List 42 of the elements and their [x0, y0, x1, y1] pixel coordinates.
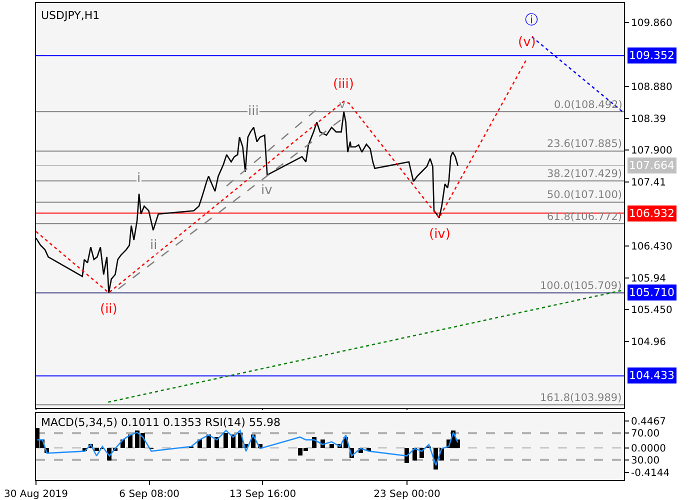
annotation: 100.0(105.709) — [540, 280, 622, 292]
y2-tick-label: 30.00 — [631, 455, 660, 466]
annotation: ii — [150, 238, 158, 253]
text: USDJPY,H1 — [41, 9, 100, 22]
annotation: iii — [248, 104, 259, 119]
annotation: 61.8(106.772) — [547, 211, 622, 223]
annotation: iv — [261, 183, 273, 198]
y-tick-label: -0.4144 — [631, 468, 670, 480]
ref-line-label: 104.433 — [629, 369, 674, 382]
x-tick-label: 13 Sep 16:00 — [229, 489, 296, 500]
annotation: i — [137, 171, 141, 186]
y-tick-label: 0.4467 — [631, 416, 666, 428]
annotation: ⓘ — [525, 13, 538, 28]
annotation: (iv) — [429, 227, 450, 242]
y-tick-label: 105.94 — [631, 273, 666, 284]
chart-title: MACD(5,34,5) 0.1011 0.1353 RSI(14) 55.98 — [41, 416, 280, 429]
y-tick-label: 108.39 — [631, 114, 666, 125]
y-tick-label: 108.880 — [631, 82, 672, 93]
y-tick-label: 107.41 — [631, 178, 666, 189]
annotation: (v) — [518, 35, 536, 50]
y2-tick-label: 70.00 — [631, 428, 660, 440]
y-tick-label: 0.0000 — [631, 443, 666, 454]
annotation: (iii) — [333, 77, 354, 92]
annotation: 38.2(107.429) — [547, 168, 622, 180]
y-tick-label: 107.900 — [631, 146, 672, 157]
x-tick-label: 6 Sep 08:00 — [119, 489, 180, 500]
ref-line-label: 105.710 — [629, 286, 674, 299]
ref-line-label: 107.664 — [629, 159, 674, 172]
ref-line-label: 106.932 — [629, 207, 674, 220]
y-tick-label: 106.430 — [631, 241, 672, 252]
annotation: 50.0(107.100) — [547, 189, 622, 201]
annotation: (ii) — [100, 302, 118, 317]
annotation: v — [339, 99, 346, 111]
y-tick-label: 104.96 — [631, 337, 666, 348]
ref-line-label: 109.352 — [629, 49, 674, 62]
annotation: 23.6(107.885) — [547, 138, 622, 150]
y-tick-label: 109.860 — [631, 18, 672, 30]
annotation: 0.0(108.492) — [554, 99, 622, 111]
x-tick-label: 30 Aug 2019 — [4, 489, 68, 500]
x-tick-label: 23 Sep 00:00 — [374, 489, 440, 500]
annotation: 161.8(103.989) — [540, 392, 622, 404]
y-tick-label: 105.450 — [631, 305, 672, 316]
